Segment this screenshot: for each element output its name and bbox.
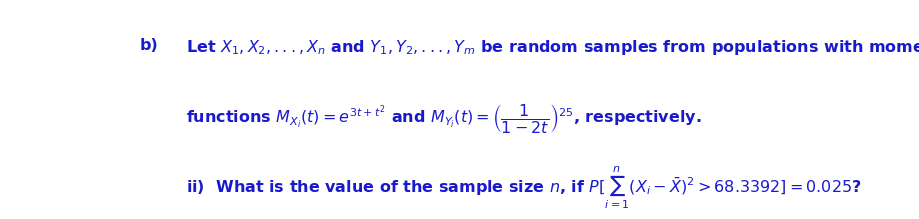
Text: ii)  What is the value of the sample size $n$, if $P[\sum_{i=1}^{n}(X_i - \bar{X: ii) What is the value of the sample size… [187, 164, 862, 211]
Text: functions $M_{X_i}(t) = e^{3t+t^2}$ and $M_{Y_i}(t) = \left(\dfrac{1}{1-2t}\righ: functions $M_{X_i}(t) = e^{3t+t^2}$ and … [187, 102, 702, 135]
Text: Let $X_1, X_2, ..., X_n$ and $Y_1, Y_2, ..., Y_m$ be random samples from populat: Let $X_1, X_2, ..., X_n$ and $Y_1, Y_2, … [187, 38, 919, 57]
Text: b): b) [140, 38, 159, 53]
